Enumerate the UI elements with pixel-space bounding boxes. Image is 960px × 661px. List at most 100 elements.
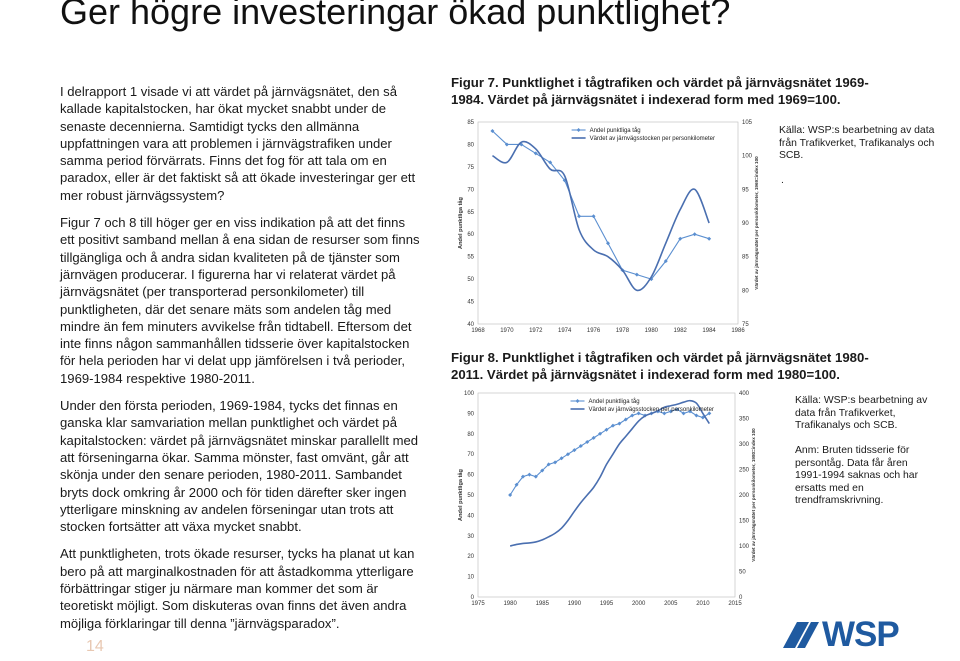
punctuality-point [572, 448, 577, 453]
x-tick-label: 1980 [645, 328, 659, 334]
left-tick-label: 80 [467, 432, 474, 438]
right-tick-label: 75 [742, 322, 749, 328]
right-tick-label: 300 [739, 442, 750, 448]
left-tick-label: 90 [467, 411, 474, 417]
punctuality-point [559, 456, 564, 461]
x-tick-label: 1985 [536, 601, 550, 607]
punctuality-point [662, 411, 667, 416]
body-text: I delrapport 1 visade vi att värdet på j… [60, 83, 420, 642]
legend-punct-marker [576, 128, 581, 132]
right-tick-label: 200 [739, 493, 750, 499]
punctuality-point [519, 142, 524, 147]
network-value-line [509, 399, 710, 547]
left-tick-label: 0 [471, 595, 475, 601]
x-tick-label: 1978 [616, 328, 630, 334]
punctuality-point [675, 407, 680, 412]
punctuality-point [634, 272, 639, 277]
x-tick-label: 1982 [674, 328, 688, 334]
right-tick-label: 150 [739, 519, 750, 525]
x-tick-label: 1990 [568, 601, 582, 607]
x-tick-label: 2005 [664, 601, 678, 607]
left-tick-label: 55 [467, 255, 474, 261]
punctuality-point [707, 411, 712, 416]
left-tick-label: 10 [467, 575, 474, 581]
figure-8-svg: 1009080706050403020100400350300250200150… [457, 391, 756, 607]
punctuality-point [598, 431, 603, 436]
x-tick-label: 1976 [587, 328, 601, 334]
punctuality-point [533, 474, 538, 479]
punctuality-point [591, 214, 596, 219]
punctuality-point [520, 474, 525, 479]
x-tick-label: 1995 [600, 601, 614, 607]
right-tick-label: 50 [739, 570, 746, 576]
x-tick-label: 2015 [728, 601, 742, 607]
x-tick-label: 1968 [471, 328, 485, 334]
legend-value-label: Värdet av järnvägsstocken per personkilo… [589, 407, 714, 413]
right-tick-label: 90 [742, 221, 749, 227]
punctuality-point [692, 232, 697, 237]
x-tick-label: 1975 [471, 601, 485, 607]
network-value-line [492, 140, 710, 292]
punctuality-point [514, 482, 519, 487]
punctuality-point [585, 439, 590, 444]
left-tick-label: 60 [467, 232, 474, 238]
punctuality-point [548, 160, 553, 165]
punctuality-line [509, 408, 710, 496]
page-number: 14 [86, 638, 104, 655]
x-tick-label: 2010 [696, 601, 710, 607]
page-title: Ger högre investeringar ökad punktlighet… [60, 0, 731, 32]
right-tick-label: 85 [742, 255, 749, 261]
punctuality-point [610, 423, 615, 428]
left-tick-label: 40 [467, 322, 474, 328]
figure-7-chart: 85 80 75 70 65 60 55 50 45 40 105 100 95 90 85 80 75 1968… [452, 112, 760, 338]
legend-value-label: Värdet av järnvägsstocken per personkilo… [590, 136, 715, 142]
left-tick-label: 100 [464, 391, 475, 397]
paragraph-1: I delrapport 1 visade vi att värdet på j… [60, 84, 416, 203]
right-tick-label: 0 [739, 595, 743, 601]
figure-8-chart: 100 90 80 70 60 50 40 30 20 10 0 400 350 300 250 200 150… [452, 385, 757, 610]
punctuality-point [681, 411, 686, 416]
left-tick-label: 70 [467, 187, 474, 193]
left-tick-label: 20 [467, 554, 474, 560]
right-axis-label: Värdet av järnvägsnätet per personkilome… [751, 428, 756, 562]
left-tick-label: 50 [467, 493, 474, 499]
paragraph-3: Under den första perioden, 1969-1984, ty… [60, 398, 419, 535]
punctuality-line [492, 130, 710, 280]
left-tick-label: 85 [467, 120, 474, 126]
punctuality-point [546, 462, 551, 467]
left-tick-label: 50 [467, 277, 474, 283]
punctuality-point [553, 460, 558, 465]
x-tick-label: 1974 [558, 328, 572, 334]
punctuality-point [623, 417, 628, 422]
legend-punct-label: Andel punktliga tåg [590, 127, 641, 134]
x-tick-label: 1970 [500, 328, 514, 334]
punctuality-point [591, 435, 596, 440]
punctuality-point [630, 413, 635, 418]
punctuality-point [668, 409, 673, 414]
punctuality-point [663, 259, 668, 264]
paragraph-4: Att punktligheten, trots ökade resurser,… [60, 546, 415, 631]
left-tick-label: 30 [467, 534, 474, 540]
x-tick-label: 1980 [503, 601, 517, 607]
right-tick-label: 100 [742, 154, 753, 160]
figure-7-caption: Figur 7. Punktlighet i tågtrafiken och v… [451, 75, 869, 107]
punctuality-point [562, 178, 567, 183]
punctuality-point [527, 472, 532, 477]
figure-8-note: Anm: Bruten tidsserie för persontåg. Dat… [795, 445, 919, 507]
figure-7-svg: 85 80 75 70 65 60 55 50 45 40 105 100 95 90 85 80 75 1968… [457, 120, 759, 334]
punctuality-point [649, 277, 654, 282]
punctuality-point [688, 409, 693, 414]
right-tick-label: 95 [742, 187, 749, 193]
x-tick-label: 1972 [529, 328, 543, 334]
punctuality-point [540, 468, 545, 473]
x-tick-label: 1986 [731, 328, 745, 334]
paragraph-2: Figur 7 och 8 till höger ger en viss ind… [60, 215, 420, 386]
left-tick-label: 80 [467, 142, 474, 148]
figure-8-caption: Figur 8. Punktlighet i tågtrafiken och v… [451, 350, 869, 382]
x-tick-label: 2000 [632, 601, 646, 607]
right-tick-label: 100 [739, 544, 750, 550]
punctuality-point [578, 444, 583, 449]
left-tick-label: 70 [467, 452, 474, 458]
punctuality-point [533, 151, 538, 156]
punctuality-point [604, 427, 609, 432]
